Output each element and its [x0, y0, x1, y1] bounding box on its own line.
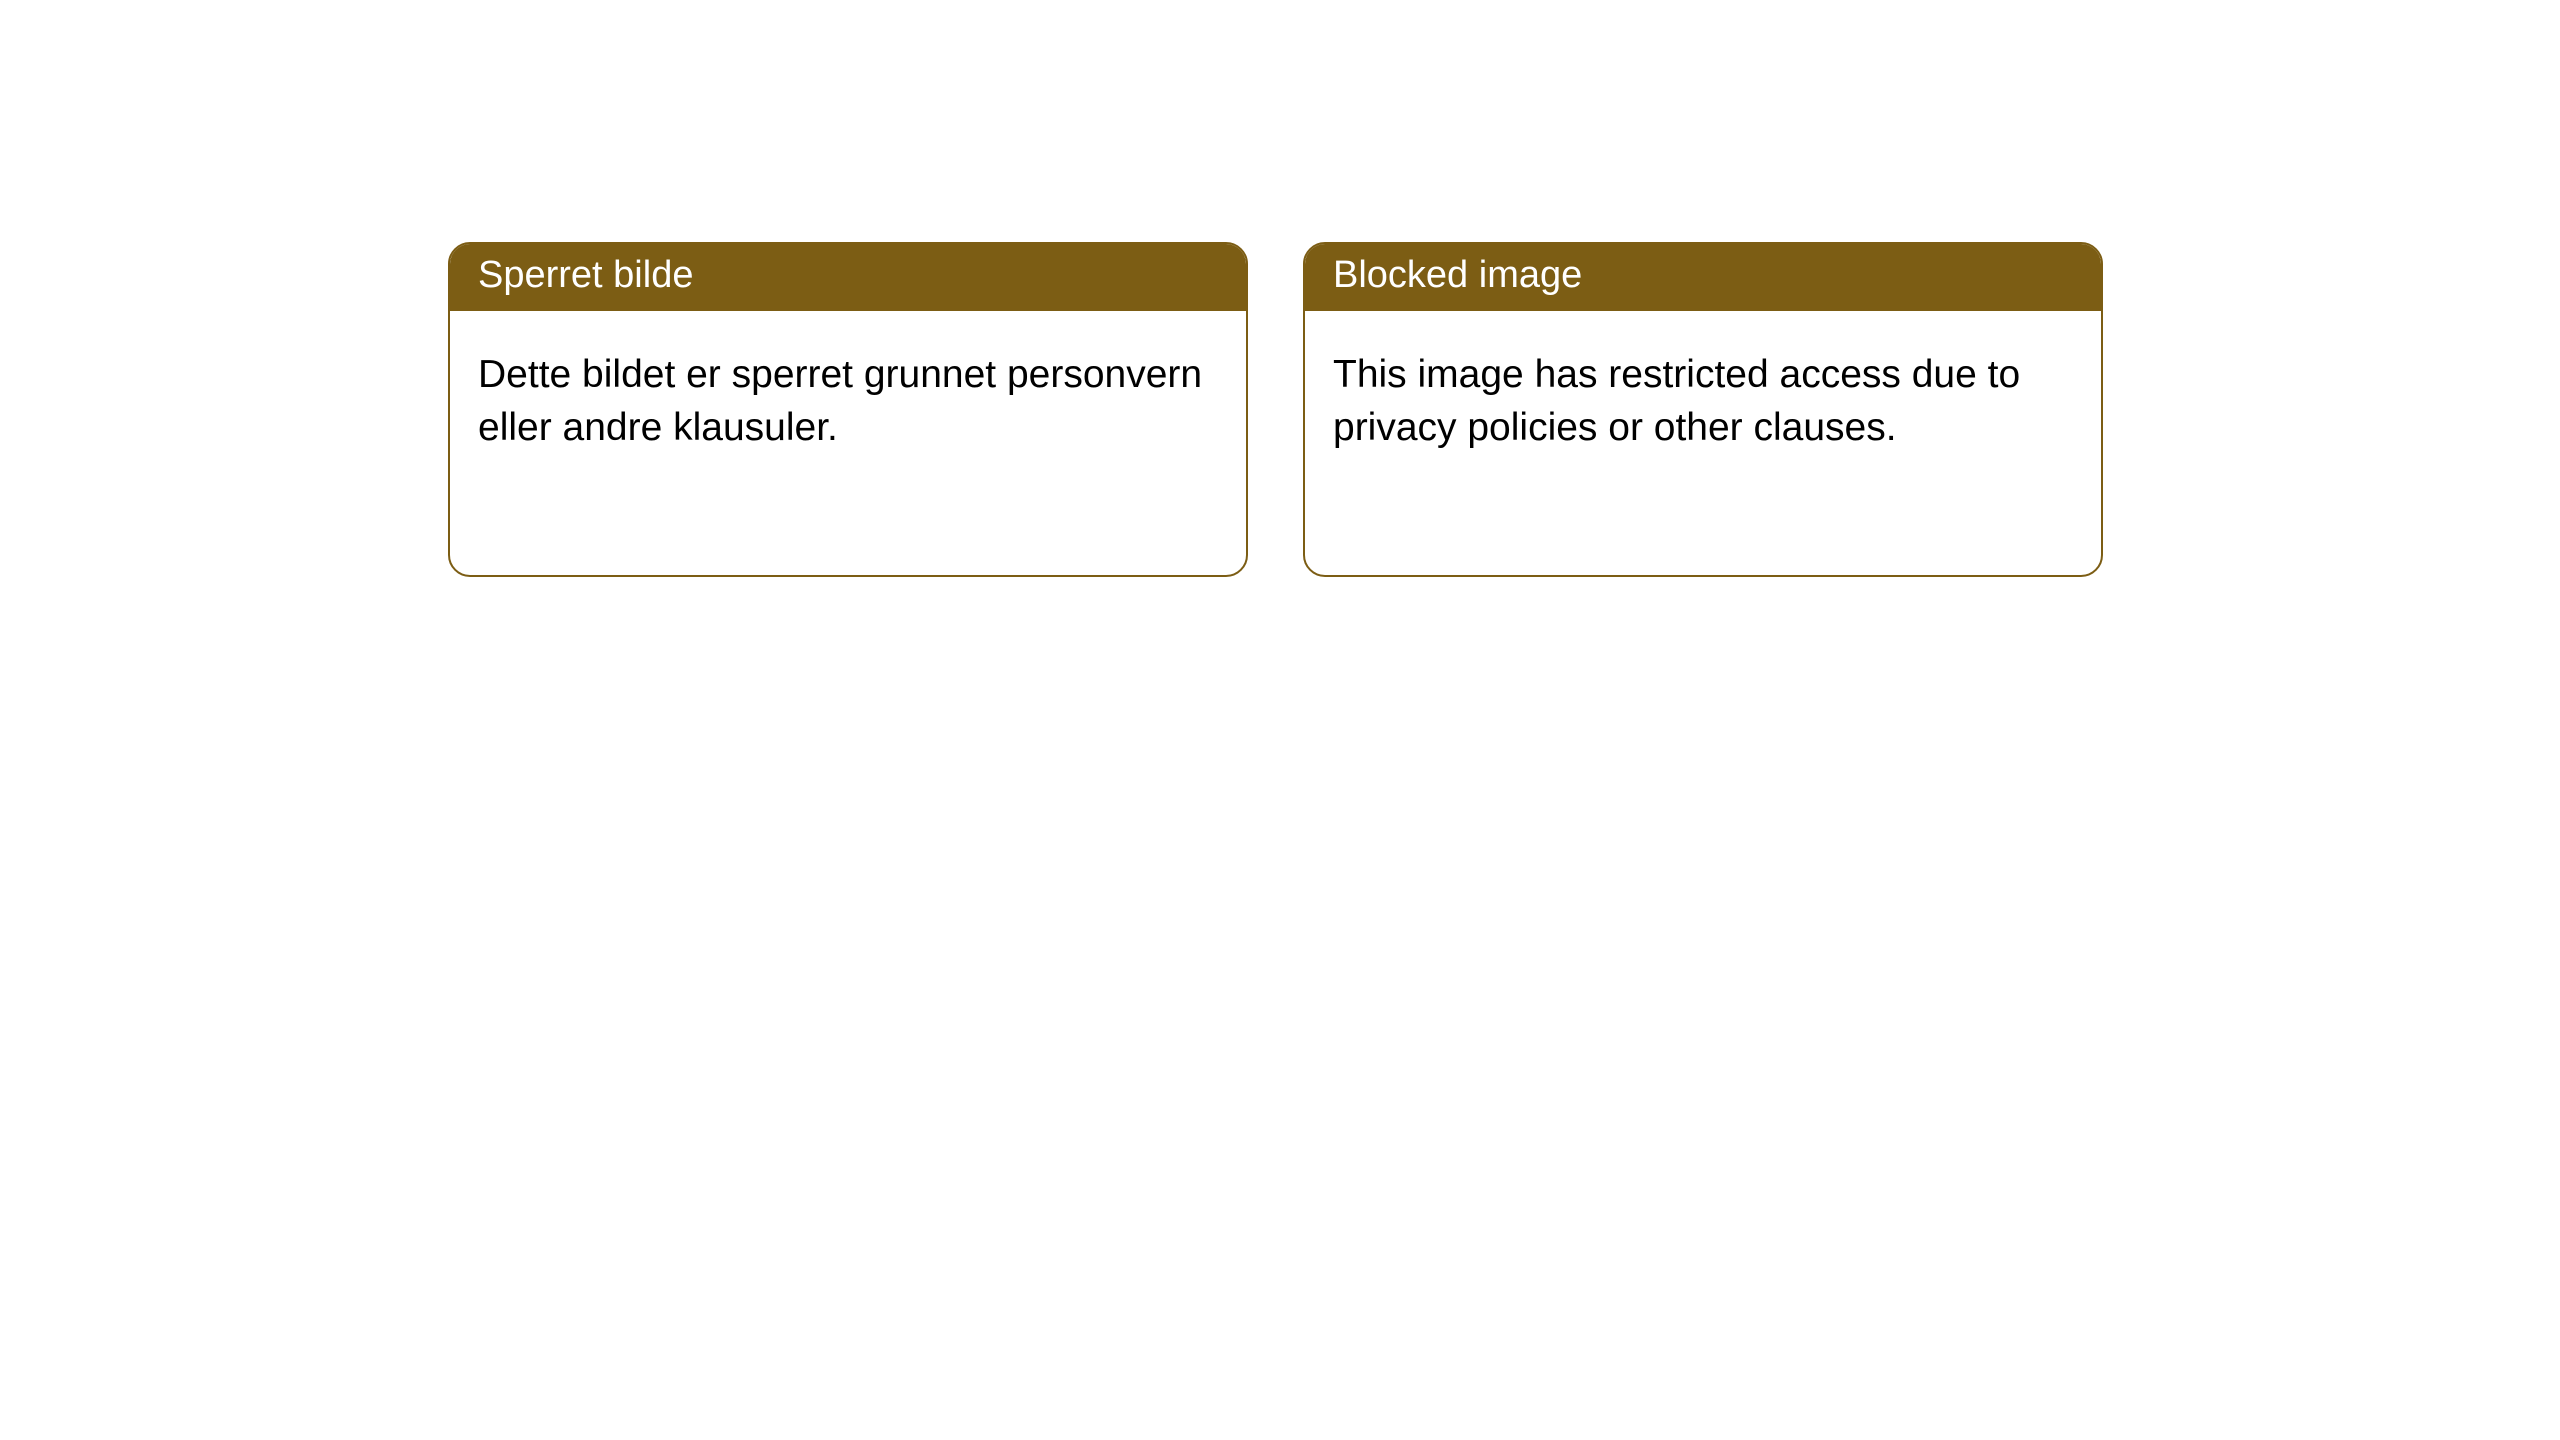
notice-card-body: This image has restricted access due to … — [1305, 311, 2101, 492]
notice-cards-container: Sperret bilde Dette bildet er sperret gr… — [0, 0, 2560, 577]
notice-card-body: Dette bildet er sperret grunnet personve… — [450, 311, 1246, 492]
notice-card-body-text: This image has restricted access due to … — [1333, 353, 2020, 449]
notice-card-header: Blocked image — [1305, 244, 2101, 311]
notice-card-english: Blocked image This image has restricted … — [1303, 242, 2103, 577]
notice-card-body-text: Dette bildet er sperret grunnet personve… — [478, 353, 1202, 449]
notice-card-title: Blocked image — [1333, 254, 1582, 296]
notice-card-header: Sperret bilde — [450, 244, 1246, 311]
notice-card-norwegian: Sperret bilde Dette bildet er sperret gr… — [448, 242, 1248, 577]
notice-card-title: Sperret bilde — [478, 254, 693, 296]
